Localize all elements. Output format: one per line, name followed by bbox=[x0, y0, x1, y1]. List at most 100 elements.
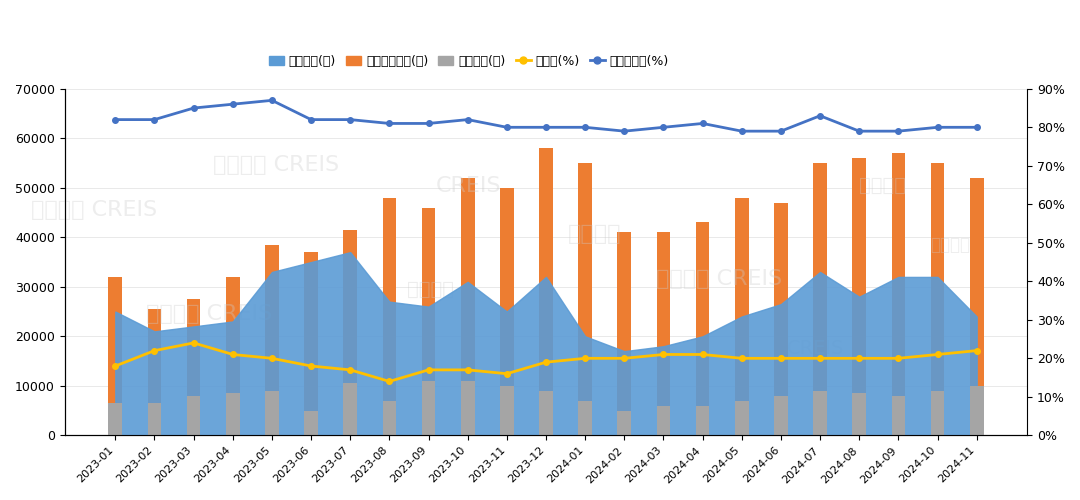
Bar bbox=[226, 277, 240, 436]
Bar bbox=[187, 396, 201, 436]
Bar bbox=[618, 410, 631, 436]
清仓率(%) bbox=[187, 340, 200, 346]
清仓率(%) bbox=[931, 352, 944, 358]
Text: 中指数据 CREIS: 中指数据 CREIS bbox=[214, 155, 339, 175]
清仓率(%) bbox=[774, 356, 787, 362]
Bar bbox=[774, 202, 787, 436]
成交折价率(%) bbox=[148, 116, 161, 122]
Bar bbox=[108, 277, 122, 436]
Bar bbox=[539, 148, 553, 436]
Bar bbox=[382, 198, 396, 436]
Bar bbox=[657, 406, 671, 436]
Text: 中指数据: 中指数据 bbox=[860, 176, 906, 196]
Bar bbox=[539, 391, 553, 436]
成交折价率(%) bbox=[266, 98, 279, 103]
成交折价率(%) bbox=[227, 101, 240, 107]
成交折价率(%) bbox=[461, 116, 474, 122]
清仓率(%) bbox=[892, 356, 905, 362]
Text: CREIS: CREIS bbox=[787, 339, 845, 358]
Bar bbox=[813, 391, 827, 436]
成交折价率(%) bbox=[853, 128, 866, 134]
清仓率(%) bbox=[227, 352, 240, 358]
Bar bbox=[187, 299, 201, 436]
Bar bbox=[343, 230, 357, 436]
成交折价率(%) bbox=[735, 128, 748, 134]
成交折价率(%) bbox=[892, 128, 905, 134]
Text: 中指数据 CREIS: 中指数据 CREIS bbox=[657, 270, 782, 289]
成交折价率(%) bbox=[813, 113, 826, 119]
Bar bbox=[343, 384, 357, 436]
Text: CREIS: CREIS bbox=[436, 176, 502, 196]
清仓率(%) bbox=[735, 356, 748, 362]
Bar bbox=[578, 400, 592, 436]
Bar bbox=[696, 406, 710, 436]
清仓率(%) bbox=[148, 348, 161, 354]
成交折价率(%) bbox=[187, 105, 200, 111]
成交折价率(%) bbox=[931, 124, 944, 130]
Bar bbox=[774, 396, 787, 436]
成交折价率(%) bbox=[774, 128, 787, 134]
成交折价率(%) bbox=[500, 124, 513, 130]
Bar bbox=[657, 232, 671, 436]
Bar bbox=[696, 222, 710, 436]
成交折价率(%) bbox=[109, 116, 122, 122]
成交折价率(%) bbox=[657, 124, 670, 130]
Line: 清仓率(%): 清仓率(%) bbox=[112, 340, 980, 384]
Bar bbox=[265, 391, 279, 436]
Bar bbox=[305, 252, 318, 436]
清仓率(%) bbox=[500, 370, 513, 376]
Text: 中指数据: 中指数据 bbox=[930, 236, 970, 254]
成交折价率(%) bbox=[970, 124, 983, 130]
清仓率(%) bbox=[970, 348, 983, 354]
清仓率(%) bbox=[853, 356, 866, 362]
清仓率(%) bbox=[697, 352, 710, 358]
Bar bbox=[578, 163, 592, 435]
Bar bbox=[305, 410, 318, 436]
Text: 中指数据 CREIS: 中指数据 CREIS bbox=[30, 200, 157, 220]
清仓率(%) bbox=[579, 356, 592, 362]
清仓率(%) bbox=[383, 378, 396, 384]
清仓率(%) bbox=[343, 367, 356, 373]
Bar bbox=[382, 400, 396, 436]
Bar bbox=[734, 400, 748, 436]
Bar bbox=[461, 178, 474, 436]
Bar bbox=[461, 381, 474, 436]
Bar bbox=[813, 163, 827, 435]
成交折价率(%) bbox=[383, 120, 396, 126]
清仓率(%) bbox=[540, 359, 553, 365]
清仓率(%) bbox=[461, 367, 474, 373]
Bar bbox=[500, 188, 514, 436]
Bar bbox=[148, 403, 161, 436]
清仓率(%) bbox=[618, 356, 631, 362]
Bar bbox=[421, 208, 435, 436]
成交折价率(%) bbox=[618, 128, 631, 134]
Bar bbox=[421, 381, 435, 436]
清仓率(%) bbox=[266, 356, 279, 362]
清仓率(%) bbox=[305, 363, 318, 369]
Bar bbox=[852, 393, 866, 436]
成交折价率(%) bbox=[343, 116, 356, 122]
Text: 中指数据: 中指数据 bbox=[407, 280, 454, 299]
Bar bbox=[500, 386, 514, 436]
Bar bbox=[148, 309, 161, 436]
清仓率(%) bbox=[422, 367, 435, 373]
Bar bbox=[970, 178, 984, 436]
成交折价率(%) bbox=[540, 124, 553, 130]
Bar bbox=[108, 403, 122, 436]
成交折价率(%) bbox=[305, 116, 318, 122]
清仓率(%) bbox=[813, 356, 826, 362]
Bar bbox=[970, 386, 984, 436]
Text: 中指数据: 中指数据 bbox=[567, 224, 621, 244]
成交折价率(%) bbox=[697, 120, 710, 126]
Text: 中指数据 CREIS: 中指数据 CREIS bbox=[146, 304, 272, 324]
成交折价率(%) bbox=[579, 124, 592, 130]
Bar bbox=[931, 391, 944, 436]
Line: 成交折价率(%): 成交折价率(%) bbox=[112, 98, 980, 134]
Legend: 新上拍品(件), 交易截止拍品(件), 成交拍品(件), 清仓率(%), 成交折价率(%): 新上拍品(件), 交易截止拍品(件), 成交拍品(件), 清仓率(%), 成交折… bbox=[264, 50, 674, 73]
Bar bbox=[226, 393, 240, 436]
Bar bbox=[618, 232, 631, 436]
Bar bbox=[891, 396, 905, 436]
Bar bbox=[734, 198, 748, 436]
Bar bbox=[931, 163, 944, 435]
Bar bbox=[852, 158, 866, 435]
